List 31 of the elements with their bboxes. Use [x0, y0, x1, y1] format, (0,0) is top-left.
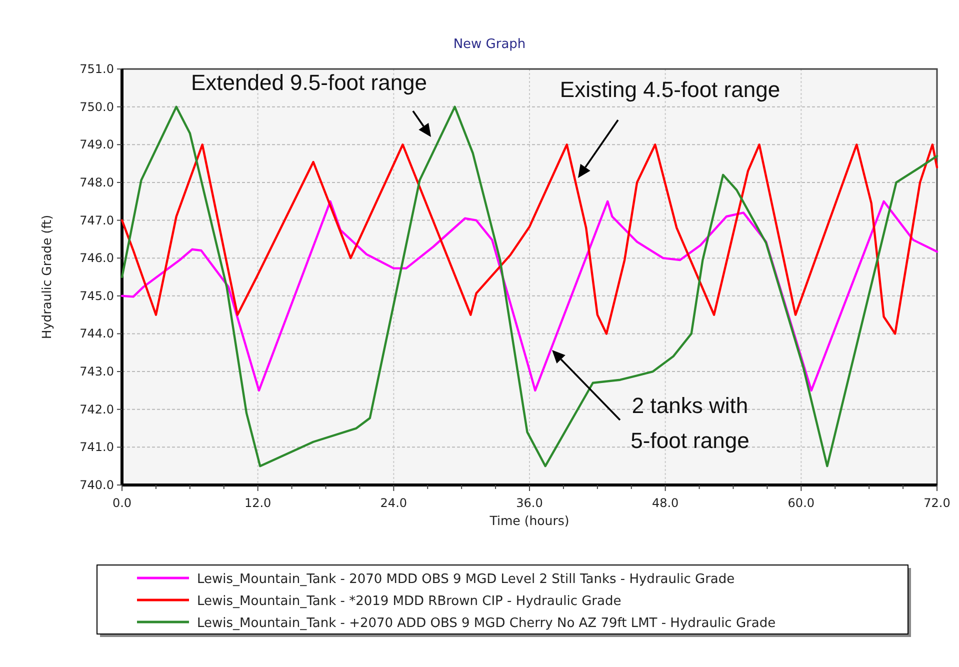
y-tick-label: 743.0: [80, 364, 114, 379]
x-tick-label: 0.0: [112, 496, 132, 510]
line-series: [120, 200, 938, 392]
annotation: Extended 9.5-foot range: [190, 70, 428, 95]
y-tick-label: 750.0: [80, 100, 114, 114]
line-series: [120, 106, 938, 468]
y-tick-label: 748.0: [80, 175, 114, 190]
y-axis-title: Hydraulic Grade (ft): [39, 214, 54, 340]
y-tick-label: 742.0: [80, 402, 114, 416]
y-tick-label: 741.0: [80, 440, 114, 454]
y-tick-label: 740.0: [80, 478, 114, 492]
x-tick-label: 48.0: [652, 496, 679, 510]
legend-label: Lewis_Mountain_Tank - +2070 ADD OBS 9 MGD Cherry No AZ 79ft LMT - Hydraulic Grade: [197, 616, 776, 631]
x-axis-title: Time (hours): [488, 513, 570, 528]
x-tick-label: 12.0: [244, 496, 272, 510]
x-tick-label: 60.0: [788, 496, 815, 510]
x-tick-label: 72.0: [924, 496, 950, 510]
y-tick-label: 744.0: [80, 326, 114, 341]
legend-label: Lewis_Mountain_Tank - *2019 MDD RBrown CIP - Hydraulic Grade: [197, 594, 622, 609]
annotation: Existing 4.5-foot range: [560, 77, 780, 102]
y-tick-label: 751.0: [80, 62, 114, 76]
y-tick-label: 749.0: [80, 138, 114, 152]
x-tick-label: 24.0: [380, 496, 408, 510]
y-tick-label: 746.0: [80, 251, 114, 266]
y-tick-label: 745.0: [80, 288, 114, 303]
line-series: [120, 144, 938, 335]
x-tick-label: 36.0: [516, 496, 543, 510]
y-tick-label: 747.0: [80, 213, 114, 228]
chart-title: New Graph: [453, 37, 526, 52]
annotation: 2 tanks with 5-foot range: [630, 393, 750, 453]
legend-label: Lewis_Mountain_Tank - 2070 MDD OBS 9 MGD Level 2 Still Tanks - Hydraulic Grade: [197, 572, 735, 587]
